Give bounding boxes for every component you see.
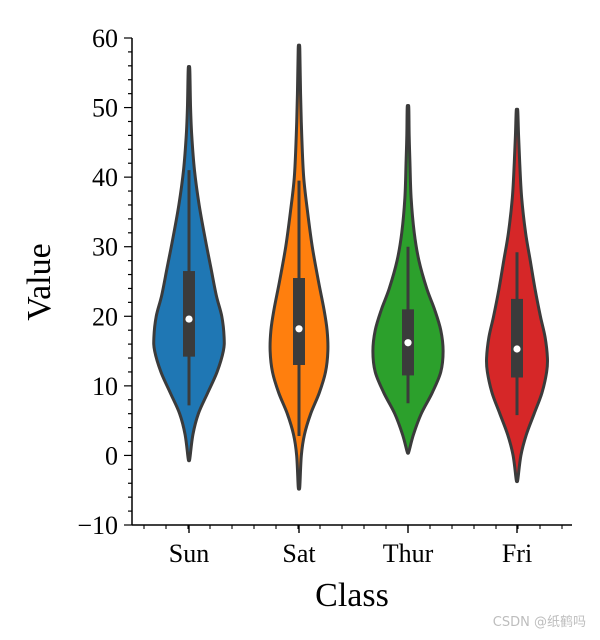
violins-layer	[152, 43, 550, 491]
median-point-thur	[404, 339, 412, 347]
x-tick-label-fri: Fri	[502, 539, 532, 568]
iqr-box-sun	[183, 271, 195, 357]
y-tick-label: 40	[92, 163, 118, 192]
x-ticks: Sun Sat Thur Fri	[143, 525, 563, 568]
median-point-fri	[513, 345, 521, 353]
x-tick-label-sat: Sat	[282, 539, 316, 568]
median-point-sun	[185, 315, 193, 323]
y-tick-label: 30	[92, 233, 118, 262]
y-tick-label: −10	[77, 511, 118, 540]
median-point-sat	[295, 325, 303, 333]
watermark-text: CSDN @纸鹤吗	[492, 615, 586, 630]
iqr-box-sat	[293, 278, 305, 365]
y-tick-label: 10	[92, 372, 118, 401]
y-ticks: −10 0 10 20 30 40 50 60	[77, 24, 132, 540]
y-tick-label: 0	[105, 441, 118, 470]
axes-layer	[131, 38, 572, 526]
y-axis-title: Value	[21, 243, 58, 320]
y-tick-label: 60	[92, 24, 118, 53]
iqr-box-fri	[511, 298, 523, 378]
x-tick-label-sun: Sun	[169, 539, 209, 568]
y-tick-label: 50	[92, 94, 118, 123]
y-tick-label: 20	[92, 302, 118, 331]
x-tick-label-thur: Thur	[383, 539, 434, 568]
x-axis-title: Class	[315, 577, 389, 614]
